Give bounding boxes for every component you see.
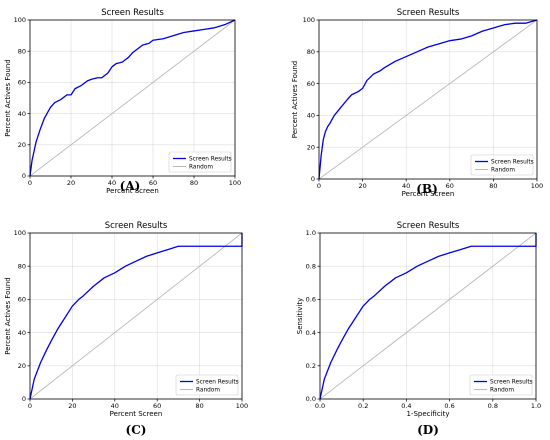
y-axis-label: Percent Actives Found — [4, 59, 12, 136]
x-tick-label: 60 — [446, 182, 454, 190]
legend: Screen Results Random — [168, 151, 232, 173]
y-tick-label: 1.0 — [306, 229, 316, 237]
screen-results-line — [29, 19, 236, 177]
y-tick-label: 40 — [18, 329, 26, 337]
x-axis-label: Percent Screen — [402, 190, 455, 198]
y-tick-label: 0 — [311, 175, 315, 183]
x-tick-label: 0 — [28, 402, 32, 410]
y-tick-label: 0.4 — [306, 329, 316, 337]
screen-results-line — [318, 19, 538, 180]
random-baseline-line — [318, 19, 538, 180]
legend-label-screen-results: Screen Results — [196, 380, 239, 386]
y-tick-label: 60 — [18, 79, 26, 87]
y-tick-label: 0.8 — [306, 262, 316, 270]
chart-title: Screen Results — [397, 8, 460, 18]
x-tick-label: 20 — [67, 179, 75, 187]
y-axis-label: Percent Actives Found — [4, 277, 12, 354]
y-tick-label: 100 — [14, 229, 26, 237]
y-tick-label: 0.2 — [306, 362, 316, 370]
chart-panel-1: 0 20 40 60 80 100 0 20 40 60 80 100 Screen Results Pe… — [4, 8, 241, 195]
x-tick-label: 100 — [236, 402, 248, 410]
x-tick-label: 100 — [229, 179, 241, 187]
plot-frame — [29, 19, 236, 177]
random-baseline-line — [29, 19, 236, 177]
y-tick-label: 80 — [18, 262, 26, 270]
y-tick-label: 80 — [18, 47, 26, 55]
x-axis-label: Percent Screen — [106, 187, 159, 195]
x-tick-label: 80 — [489, 182, 497, 190]
y-tick-label: 0.6 — [306, 296, 316, 304]
y-tick-label: 0 — [22, 395, 26, 403]
legend: Screen Results Random — [469, 374, 533, 396]
legend: Screen Results Random — [470, 154, 534, 176]
y-tick-label: 20 — [18, 362, 26, 370]
chart-panel-4: 0.0 0.2 0.4 0.6 0.8 1.0 0.0 0.2 0.4 0.6 0.8 1.0 Scre… — [296, 221, 541, 437]
plot-frame — [319, 232, 537, 400]
x-axis-label: 1-Specificity — [406, 410, 449, 418]
y-tick-label: 20 — [307, 143, 315, 151]
x-tick-label: 80 — [195, 402, 203, 410]
y-tick-label: 100 — [14, 16, 26, 24]
x-tick-label: 0 — [28, 179, 32, 187]
x-tick-label: 0 — [317, 182, 321, 190]
panel-letter: (D) — [417, 423, 439, 437]
panel-letter: (A) — [120, 179, 141, 193]
y-tick-label: 20 — [18, 141, 26, 149]
x-tick-label: 60 — [149, 179, 157, 187]
x-axis-label: Percent Screen — [110, 410, 163, 418]
y-tick-label: 100 — [303, 16, 315, 24]
y-tick-label: 0.0 — [306, 395, 316, 403]
x-tick-label: 100 — [531, 182, 543, 190]
random-baseline-line — [29, 232, 243, 400]
legend: Screen Results Random — [175, 374, 239, 396]
y-tick-label: 60 — [307, 80, 315, 88]
screen-results-line — [29, 233, 243, 400]
x-tick-label: 40 — [108, 179, 116, 187]
x-tick-label: 40 — [111, 402, 119, 410]
legend-label-random: Random — [490, 388, 514, 394]
legend-label-random: Random — [491, 168, 515, 174]
screen-results-line — [319, 233, 537, 400]
x-tick-label: 20 — [358, 182, 366, 190]
y-tick-label: 40 — [18, 110, 26, 118]
random-baseline-line — [319, 232, 537, 400]
y-tick-label: 0 — [22, 172, 26, 180]
y-tick-label: 80 — [307, 48, 315, 56]
x-tick-label: 40 — [402, 182, 410, 190]
y-tick-label: 60 — [18, 296, 26, 304]
panel-letter: (C) — [126, 423, 147, 437]
x-tick-label: 80 — [190, 179, 198, 187]
x-tick-label: 0.0 — [315, 402, 325, 410]
x-tick-label: 0.4 — [401, 402, 411, 410]
x-tick-label: 0.2 — [358, 402, 368, 410]
x-tick-label: 20 — [68, 402, 76, 410]
plot-frame — [318, 19, 538, 180]
x-tick-label: 60 — [153, 402, 161, 410]
legend-label-screen-results: Screen Results — [189, 157, 232, 163]
x-tick-label: 0.6 — [444, 402, 454, 410]
x-tick-label: 1.0 — [531, 402, 541, 410]
chart-title: Screen Results — [105, 221, 168, 231]
y-axis-label: Percent Actives Found — [291, 61, 299, 138]
y-axis-label: Sensitivity — [296, 298, 304, 334]
legend-label-random: Random — [196, 388, 220, 394]
chart-panel-2: 0 20 40 60 80 100 0 20 40 60 80 100 Screen Results Pe… — [291, 8, 543, 198]
legend-label-screen-results: Screen Results — [490, 380, 533, 386]
x-tick-label: 0.8 — [488, 402, 498, 410]
plot-frame — [29, 232, 243, 400]
panel-letter: (B) — [416, 182, 438, 196]
chart-title: Screen Results — [101, 8, 164, 18]
legend-label-screen-results: Screen Results — [491, 160, 534, 166]
chart-panel-3: 0 20 40 60 80 100 0 20 40 60 80 100 Screen Results Pe… — [4, 221, 248, 437]
y-tick-label: 40 — [307, 112, 315, 120]
legend-label-random: Random — [189, 165, 213, 171]
chart-title: Screen Results — [397, 221, 460, 231]
